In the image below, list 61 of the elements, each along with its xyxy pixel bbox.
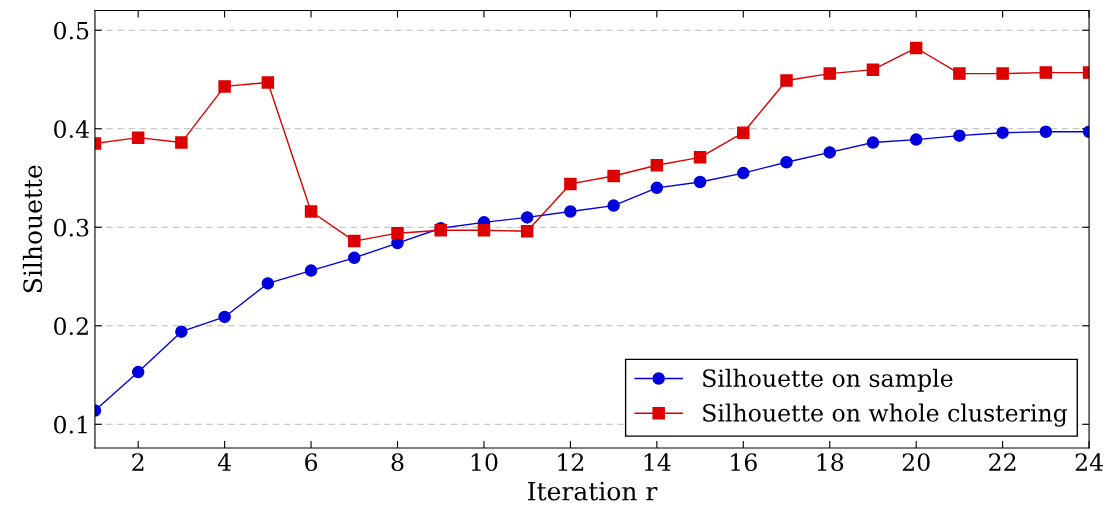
point — [304, 205, 318, 218]
x-tick-label: 18 — [817, 453, 844, 472]
point — [780, 156, 793, 169]
point — [737, 126, 750, 139]
point — [564, 177, 577, 191]
point — [218, 310, 231, 324]
point — [996, 67, 1009, 80]
point — [564, 205, 577, 218]
y-tick-label: 0.4 — [54, 120, 89, 139]
point — [131, 131, 145, 144]
x-tick-label: 14 — [644, 453, 671, 471]
point — [391, 226, 404, 240]
x-tick-label: 24 — [1075, 453, 1103, 471]
point — [823, 146, 836, 159]
point — [953, 67, 966, 80]
point — [823, 67, 836, 80]
x-tick-label: 12 — [558, 453, 584, 471]
x-tick-label: 10 — [471, 453, 498, 472]
point — [909, 133, 923, 146]
point — [607, 199, 620, 212]
y-axis-title: Silhouette — [22, 165, 43, 293]
point — [693, 175, 707, 189]
x-tick-label: 6 — [305, 453, 318, 472]
point — [218, 80, 231, 93]
y-tick-label: 0.5 — [54, 21, 89, 40]
legend-label: Silhouette on whole clustering — [703, 403, 1068, 427]
y-tick-label: 0.2 — [54, 317, 88, 336]
point — [650, 181, 664, 195]
x-axis-title: Iteration r — [528, 481, 658, 501]
point — [953, 129, 966, 142]
point — [866, 136, 880, 149]
point — [477, 223, 491, 237]
point — [348, 234, 361, 248]
point — [780, 74, 793, 87]
point — [261, 277, 275, 290]
x-tick-label: 22 — [989, 453, 1016, 471]
y-tick-label: 0.1 — [54, 415, 87, 434]
point — [693, 151, 707, 164]
point — [909, 41, 923, 55]
point — [1039, 125, 1053, 138]
point — [866, 63, 880, 76]
point — [996, 126, 1009, 139]
point — [737, 166, 750, 180]
point — [520, 224, 534, 238]
point — [131, 365, 145, 379]
point — [304, 264, 318, 277]
x-tick-label: 8 — [391, 453, 404, 472]
point — [650, 158, 664, 172]
x-tick-label: 2 — [132, 453, 144, 471]
point — [175, 136, 188, 149]
y-tick-label: 0.3 — [54, 218, 89, 237]
point — [607, 169, 620, 183]
point — [175, 325, 188, 338]
point — [1039, 66, 1053, 79]
x-tick-label: 20 — [902, 453, 930, 472]
legend-label: Silhouette on sample — [703, 368, 953, 392]
point — [348, 251, 361, 265]
x-tick-label: 16 — [731, 453, 757, 472]
point — [520, 211, 534, 224]
x-tick-label: 4 — [217, 453, 231, 471]
point — [261, 76, 275, 89]
